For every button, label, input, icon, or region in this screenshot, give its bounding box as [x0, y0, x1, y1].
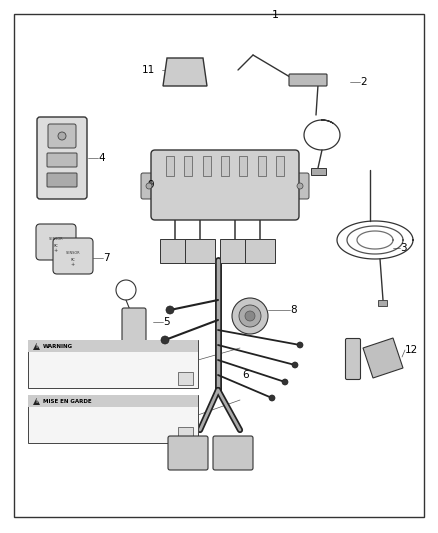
FancyBboxPatch shape: [53, 238, 93, 274]
FancyBboxPatch shape: [47, 173, 77, 187]
FancyBboxPatch shape: [151, 150, 299, 220]
Text: MISE EN GARDE: MISE EN GARDE: [43, 399, 92, 404]
Text: +: +: [71, 262, 75, 268]
Bar: [184, 156, 192, 176]
FancyBboxPatch shape: [168, 436, 208, 470]
Text: 1: 1: [272, 10, 279, 20]
Circle shape: [239, 305, 261, 327]
FancyBboxPatch shape: [37, 117, 87, 199]
Text: 4: 4: [98, 153, 105, 163]
FancyBboxPatch shape: [213, 436, 253, 470]
Circle shape: [282, 379, 288, 385]
FancyBboxPatch shape: [177, 372, 192, 384]
Text: 12: 12: [405, 345, 418, 355]
FancyBboxPatch shape: [141, 173, 159, 199]
FancyBboxPatch shape: [122, 308, 146, 348]
Circle shape: [232, 298, 268, 334]
FancyBboxPatch shape: [28, 340, 198, 388]
FancyBboxPatch shape: [289, 74, 327, 86]
Text: 7: 7: [103, 253, 110, 263]
Bar: [166, 156, 174, 176]
Bar: [221, 156, 229, 176]
Circle shape: [292, 362, 298, 368]
Polygon shape: [33, 343, 40, 350]
Text: !: !: [35, 399, 38, 404]
Polygon shape: [33, 398, 40, 405]
FancyBboxPatch shape: [291, 173, 309, 199]
Text: RC: RC: [71, 258, 75, 262]
Circle shape: [269, 395, 275, 401]
Bar: [258, 156, 266, 176]
Text: SENSOR: SENSOR: [49, 237, 64, 241]
Bar: [239, 156, 247, 176]
Text: +: +: [54, 248, 58, 254]
FancyBboxPatch shape: [378, 300, 386, 305]
Circle shape: [166, 306, 174, 314]
Circle shape: [297, 342, 303, 348]
Polygon shape: [363, 338, 403, 378]
FancyBboxPatch shape: [28, 395, 198, 443]
Bar: [203, 156, 211, 176]
FancyBboxPatch shape: [346, 338, 360, 379]
Polygon shape: [163, 58, 207, 86]
FancyBboxPatch shape: [160, 239, 190, 263]
Text: RC: RC: [53, 244, 58, 248]
Text: 9: 9: [147, 180, 154, 190]
FancyBboxPatch shape: [220, 239, 250, 263]
Circle shape: [58, 132, 66, 140]
Circle shape: [297, 183, 303, 189]
FancyBboxPatch shape: [47, 153, 77, 167]
FancyBboxPatch shape: [185, 239, 215, 263]
Text: WARNING: WARNING: [43, 344, 73, 349]
Text: 6: 6: [242, 370, 249, 380]
Bar: [28, 340, 198, 352]
FancyBboxPatch shape: [36, 224, 76, 260]
Text: SENSOR: SENSOR: [66, 251, 80, 255]
Bar: [28, 395, 198, 407]
FancyBboxPatch shape: [177, 426, 192, 440]
Circle shape: [146, 183, 152, 189]
Text: 2: 2: [360, 77, 367, 87]
Text: 5: 5: [163, 317, 170, 327]
FancyBboxPatch shape: [311, 167, 325, 174]
Text: 11: 11: [142, 65, 155, 75]
Text: 8: 8: [290, 305, 297, 315]
Text: !: !: [35, 344, 38, 349]
Bar: [276, 156, 284, 176]
Circle shape: [161, 336, 169, 344]
Circle shape: [245, 311, 255, 321]
FancyBboxPatch shape: [48, 124, 76, 148]
FancyBboxPatch shape: [245, 239, 275, 263]
Text: 3: 3: [400, 243, 406, 253]
